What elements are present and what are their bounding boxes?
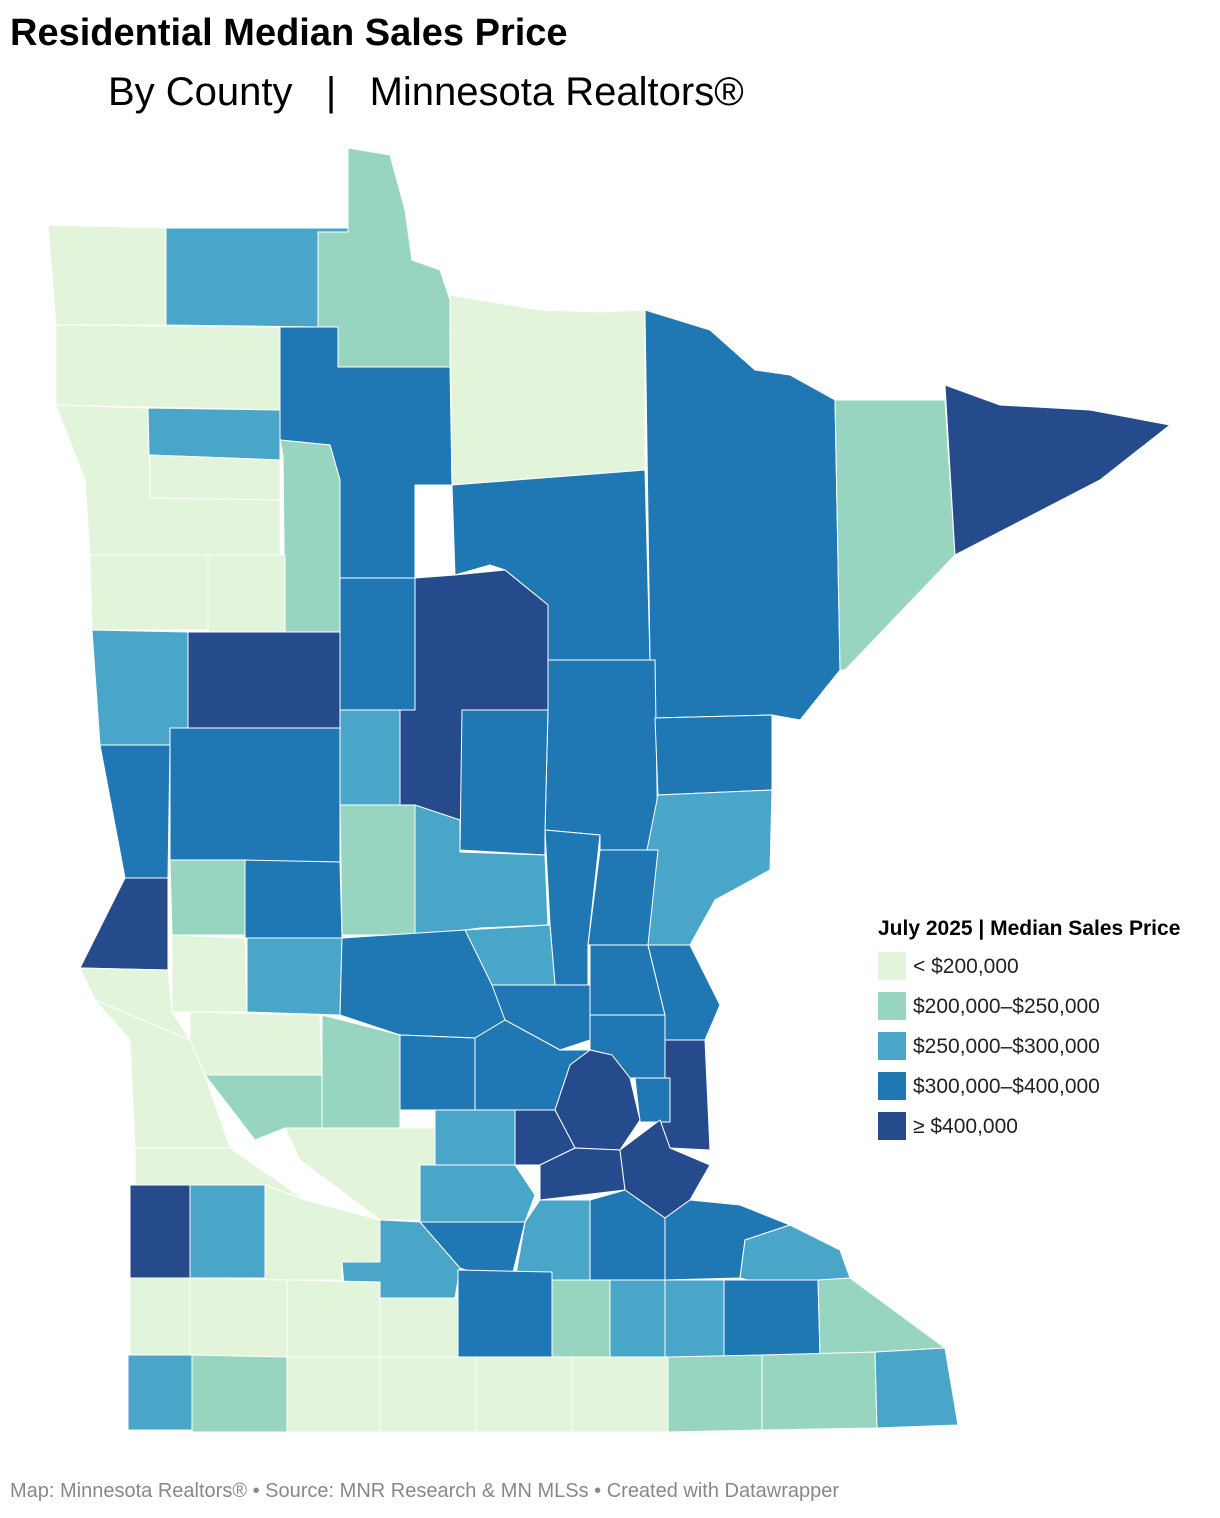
county: [55, 404, 281, 556]
county: [339, 577, 416, 711]
county: [169, 727, 341, 863]
county: [129, 1277, 191, 1356]
legend-swatch: [878, 992, 906, 1020]
county: [475, 1356, 573, 1433]
county: [149, 454, 281, 501]
legend-swatch: [878, 952, 906, 980]
county: [644, 309, 841, 721]
county: [379, 1356, 477, 1433]
county: [644, 789, 773, 946]
county: [544, 659, 659, 851]
county: [664, 1279, 725, 1358]
counties: [47, 147, 1171, 1433]
legend-title: July 2025 | Median Sales Price: [878, 917, 1180, 940]
county: [459, 709, 549, 856]
county: [99, 744, 171, 879]
county: [189, 1184, 266, 1279]
legend-label: ≥ $400,000: [913, 1115, 1018, 1138]
county: [171, 934, 248, 1013]
county: [654, 714, 773, 796]
legend-swatch: [878, 1032, 906, 1060]
county: [286, 1356, 381, 1433]
county: [874, 1347, 959, 1429]
county: [609, 1279, 666, 1358]
county: [79, 967, 191, 1041]
county: [723, 1279, 821, 1358]
county: [244, 859, 343, 939]
county: [817, 1277, 946, 1356]
county: [434, 1109, 516, 1166]
county: [187, 631, 341, 729]
county: [169, 859, 246, 936]
county: [587, 849, 659, 946]
title: Residential Median Sales Price: [10, 12, 568, 54]
county: [89, 554, 209, 631]
county: [191, 1354, 288, 1433]
county: [667, 1354, 763, 1433]
county: [127, 1354, 193, 1431]
county: [379, 1297, 459, 1358]
legend-swatch: [878, 1112, 906, 1140]
county: [147, 407, 281, 461]
subtitle: By County | Minnesota Realtors®: [108, 70, 744, 114]
county: [279, 439, 341, 633]
county: [189, 1011, 323, 1076]
legend-swatch: [878, 1072, 906, 1100]
footer: Map: Minnesota Realtors® • Source: MNR R…: [10, 1480, 840, 1502]
county: [834, 399, 956, 671]
map: July 2025 | Median Sales Price < $200,00…: [47, 147, 1180, 1433]
county: [457, 1269, 553, 1358]
county: [761, 1351, 878, 1431]
county: [207, 554, 286, 633]
legend-label: $200,000–$250,000: [913, 995, 1100, 1018]
county: [55, 324, 281, 411]
county: [399, 1034, 476, 1111]
county: [339, 804, 416, 936]
county: [189, 1277, 288, 1358]
county: [491, 984, 591, 1051]
county: [634, 1077, 671, 1123]
county: [286, 1279, 381, 1358]
county: [321, 1014, 401, 1129]
legend-label: $250,000–$300,000: [913, 1035, 1100, 1058]
legend-label: < $200,000: [913, 955, 1019, 978]
county: [449, 294, 646, 486]
county: [571, 1356, 669, 1433]
county: [79, 877, 169, 971]
county: [129, 1184, 191, 1279]
county: [246, 937, 343, 1016]
county: [551, 1279, 611, 1358]
county: [419, 1164, 536, 1223]
county: [944, 384, 1171, 556]
county: [339, 709, 401, 806]
legend-label: $300,000–$400,000: [913, 1075, 1100, 1098]
legend: July 2025 | Median Sales Price < $200,00…: [878, 917, 1180, 1140]
county: [47, 224, 167, 326]
